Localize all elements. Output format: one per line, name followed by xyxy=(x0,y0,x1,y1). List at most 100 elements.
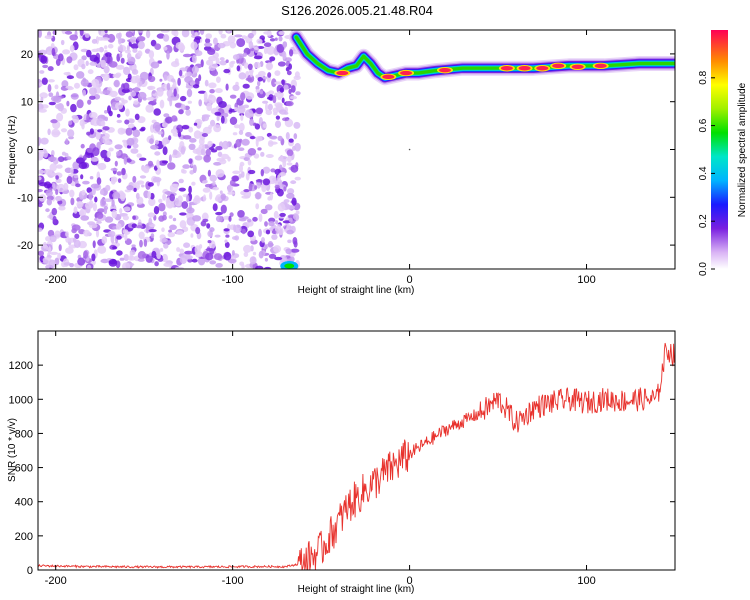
noise-speckle xyxy=(82,180,90,185)
noise-speckle xyxy=(38,108,47,113)
noise-speckle xyxy=(74,233,80,239)
noise-speckle xyxy=(207,230,214,237)
noise-speckle xyxy=(140,126,146,131)
noise-speckle xyxy=(168,215,173,219)
noise-speckle xyxy=(226,30,231,33)
noise-speckle xyxy=(215,169,225,178)
noise-speckle xyxy=(100,188,104,195)
noise-speckle xyxy=(57,103,64,112)
noise-speckle xyxy=(58,244,62,252)
noise-speckle xyxy=(126,185,134,191)
edge-hotspot-core xyxy=(284,263,295,269)
noise-speckle xyxy=(278,36,283,42)
noise-speckle xyxy=(159,99,165,109)
noise-speckle xyxy=(264,204,273,211)
noise-speckle xyxy=(154,139,159,145)
noise-speckle xyxy=(112,246,118,250)
noise-speckle xyxy=(191,258,198,263)
noise-speckle xyxy=(191,181,196,186)
noise-speckle xyxy=(282,160,287,168)
noise-speckle xyxy=(209,174,217,182)
noise-speckle xyxy=(190,41,198,50)
noise-speckle xyxy=(282,41,288,48)
noise-speckle xyxy=(43,260,49,264)
noise-speckle xyxy=(255,88,261,93)
noise-speckle xyxy=(267,72,272,78)
noise-speckle xyxy=(286,155,292,163)
noise-speckle xyxy=(116,250,123,256)
noise-speckle xyxy=(162,193,167,201)
noise-speckle xyxy=(139,175,147,179)
noise-speckle xyxy=(134,113,140,121)
noise-speckle xyxy=(245,92,255,100)
noise-speckle xyxy=(143,238,148,247)
noise-speckle xyxy=(198,99,202,107)
noise-speckle xyxy=(130,91,137,97)
noise-speckle xyxy=(48,246,52,255)
noise-speckle xyxy=(47,84,52,93)
noise-speckle xyxy=(153,108,161,116)
noise-speckle xyxy=(70,103,77,113)
noise-speckle xyxy=(163,242,169,249)
noise-speckle xyxy=(69,34,78,41)
noise-speckle xyxy=(70,93,79,100)
noise-speckle xyxy=(232,54,240,60)
noise-speckle xyxy=(51,47,56,57)
noise-speckle xyxy=(236,106,246,114)
noise-speckle xyxy=(192,197,201,204)
noise-speckle xyxy=(219,60,227,66)
noise-speckle xyxy=(138,231,145,240)
noise-speckle xyxy=(154,43,162,50)
noise-speckle xyxy=(216,115,220,122)
noise-speckle xyxy=(104,30,108,34)
noise-speckle xyxy=(116,113,121,118)
noise-speckle xyxy=(75,157,85,164)
noise-speckle xyxy=(85,60,89,66)
noise-speckle xyxy=(49,235,57,243)
noise-speckle xyxy=(40,55,48,64)
noise-speckle xyxy=(46,198,52,206)
noise-speckle xyxy=(127,52,132,60)
noise-speckle xyxy=(148,50,155,59)
noise-speckle xyxy=(136,180,145,185)
noise-speckle xyxy=(53,96,62,103)
noise-speckle xyxy=(105,52,112,58)
ridge-peak xyxy=(594,63,607,69)
noise-speckle xyxy=(107,43,114,49)
noise-speckle xyxy=(97,129,103,133)
noise-speckle xyxy=(282,220,291,224)
noise-speckle xyxy=(288,88,292,95)
noise-speckle xyxy=(123,206,131,212)
noise-speckle xyxy=(274,184,280,189)
noise-speckle xyxy=(170,78,176,83)
noise-speckle xyxy=(238,130,244,135)
noise-speckle xyxy=(135,75,141,83)
noise-speckle xyxy=(38,30,42,38)
noise-speckle xyxy=(294,142,301,152)
noise-speckle xyxy=(234,107,238,112)
noise-speckle xyxy=(122,262,131,269)
noise-speckle xyxy=(39,70,45,74)
noise-speckle xyxy=(231,250,235,256)
noise-speckle xyxy=(262,76,268,80)
noise-speckle xyxy=(55,189,59,195)
noise-speckle xyxy=(257,46,265,49)
noise-speckle xyxy=(92,147,100,157)
noise-speckle xyxy=(256,38,263,44)
noise-speckle xyxy=(192,215,202,222)
noise-speckle xyxy=(62,49,71,55)
noise-speckle xyxy=(229,94,237,99)
noise-speckle xyxy=(92,202,97,212)
noise-speckle xyxy=(242,216,249,220)
snr-x-label: Height of straight line (km) xyxy=(298,584,415,595)
noise-speckle xyxy=(186,71,192,77)
noise-speckle xyxy=(137,251,146,260)
noise-speckle xyxy=(61,151,66,156)
noise-speckle xyxy=(171,30,177,36)
noise-speckle xyxy=(147,191,152,200)
snr-y-tick-label: 0 xyxy=(27,565,33,577)
noise-speckle xyxy=(148,197,156,207)
noise-speckle xyxy=(220,193,226,201)
noise-speckle xyxy=(154,261,159,267)
